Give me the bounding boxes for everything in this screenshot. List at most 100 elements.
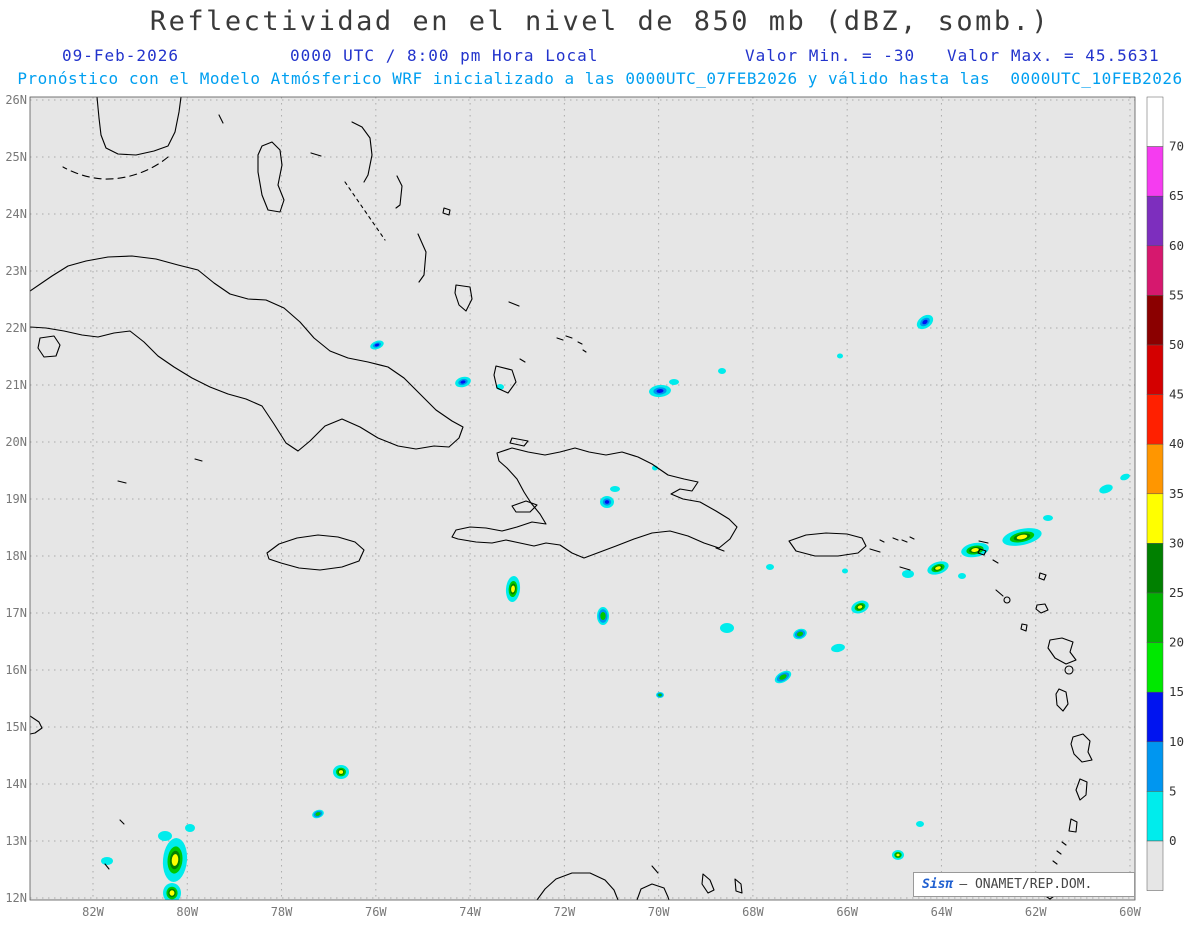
lat-label: 14N xyxy=(5,777,27,791)
cell-layer xyxy=(338,770,344,774)
cell-layer xyxy=(720,623,734,633)
lon-label: 70W xyxy=(648,905,670,919)
coastline-grenadines xyxy=(1052,841,1067,865)
cell-layer xyxy=(604,500,610,504)
reflectivity-cell xyxy=(718,368,726,374)
reflectivity-cell xyxy=(837,353,843,359)
colorbar-label: 70 xyxy=(1169,139,1184,154)
reflectivity-cell xyxy=(505,576,521,602)
colorbar-segment xyxy=(1146,394,1164,445)
colorbar-segment xyxy=(1146,592,1164,643)
lat-label: 24N xyxy=(5,207,27,221)
lat-label: 12N xyxy=(5,891,27,905)
reflectivity-cell xyxy=(185,824,195,832)
reflectivity-cell xyxy=(669,379,679,385)
cell-layer xyxy=(916,821,924,827)
coastline-honduras-cape xyxy=(30,715,43,735)
reflectivity-cell xyxy=(370,340,384,350)
coastline-hispaniola xyxy=(451,447,738,559)
colorbar-segment xyxy=(1146,642,1164,693)
coastline-gonave xyxy=(511,500,538,513)
cell-layer xyxy=(796,631,804,637)
lat-label: 20N xyxy=(5,435,27,449)
coastline-little-inagua xyxy=(519,358,526,363)
coastline-st-vincent xyxy=(1068,818,1078,833)
coastline-exuma-cays xyxy=(344,181,386,241)
colorbar-segment xyxy=(1146,543,1164,594)
cell-layer xyxy=(896,853,900,857)
colorbar-label: 5 xyxy=(1169,783,1177,798)
cell-layer xyxy=(857,605,863,609)
lat-label: 26N xyxy=(5,93,27,107)
reflectivity-cell xyxy=(333,765,349,779)
cell-layer xyxy=(610,486,620,492)
colorbar-label: 50 xyxy=(1169,337,1184,352)
lon-label: 62W xyxy=(1025,905,1047,919)
colorbar-segment xyxy=(1146,344,1164,395)
cell-layer xyxy=(460,380,466,384)
cell-layer xyxy=(656,389,664,393)
lat-label: 18N xyxy=(5,549,27,563)
colorbar-segment xyxy=(1146,146,1164,197)
coastline-st-barth xyxy=(992,559,999,564)
reflectivity-cell xyxy=(958,573,966,579)
lon-label: 68W xyxy=(742,905,764,919)
cell-layer xyxy=(779,674,787,680)
coastline-tortuga xyxy=(509,437,529,447)
reflectivity-cell xyxy=(656,692,664,698)
lon-label: 66W xyxy=(836,905,858,919)
colorbar-label: 20 xyxy=(1169,635,1184,650)
coastline-cuba xyxy=(30,255,464,452)
model-info-line: Pronóstico con el Modelo Atmósferico WRF… xyxy=(17,69,1183,88)
cell-layer xyxy=(315,812,321,816)
colorbar-segment xyxy=(1146,691,1164,743)
reflectivity-cell xyxy=(649,384,671,398)
coastline-san-salvador xyxy=(442,207,451,216)
min-max-values: Valor Min. = -30 Valor Max. = 45.5631 xyxy=(745,46,1160,65)
coastline-crooked-acklins xyxy=(454,284,473,312)
lat-label: 16N xyxy=(5,663,27,677)
cell-layer xyxy=(600,611,606,621)
coastline-guadeloupe xyxy=(1047,637,1077,665)
colorbar-label: 0 xyxy=(1169,833,1177,848)
forecast-time: 0000 UTC / 8:00 pm Hora Local xyxy=(290,46,599,65)
coastline-florida-keys xyxy=(62,156,169,180)
reflectivity-cell xyxy=(774,670,792,684)
coastline-anguilla xyxy=(978,540,989,544)
colorbar-label: 10 xyxy=(1169,734,1184,749)
lat-label: 21N xyxy=(5,378,27,392)
cell-layer xyxy=(658,693,662,697)
coastline-mayaguana xyxy=(508,301,520,307)
coastline-martinique xyxy=(1070,733,1093,763)
reflectivity-cell xyxy=(101,857,113,865)
cell-layer xyxy=(511,585,515,593)
reflectivity-cell xyxy=(720,623,734,633)
lon-label: 64W xyxy=(931,905,953,919)
reflectivity-cell xyxy=(851,600,869,614)
reflectivity-cell xyxy=(158,831,172,841)
reflectivity-cell xyxy=(793,628,807,640)
coastline-bonaire xyxy=(734,878,743,894)
coastline-virgin-islands xyxy=(892,536,915,571)
coastline-long-island xyxy=(417,233,427,283)
colorbar-label: 55 xyxy=(1169,287,1184,302)
lat-label: 19N xyxy=(5,492,27,506)
coastline-saona xyxy=(715,547,725,552)
coastline-turks-caicos xyxy=(556,335,587,353)
reflectivity-cell xyxy=(312,809,324,819)
reflectivity-cell xyxy=(961,542,989,558)
cell-layer xyxy=(971,548,979,552)
cell-layer xyxy=(1120,473,1130,481)
lat-label: 15N xyxy=(5,720,27,734)
colorbar-label: 65 xyxy=(1169,188,1184,203)
coastline-barbuda xyxy=(1038,572,1047,581)
coastline-florida xyxy=(96,97,182,156)
cell-layer xyxy=(831,643,845,653)
reflectivity-cell xyxy=(766,564,774,570)
cell-layer xyxy=(958,573,966,579)
colorbar-label: 25 xyxy=(1169,585,1184,600)
coastline-cat-island xyxy=(395,175,403,209)
coastline-st-kitts xyxy=(995,589,1004,597)
